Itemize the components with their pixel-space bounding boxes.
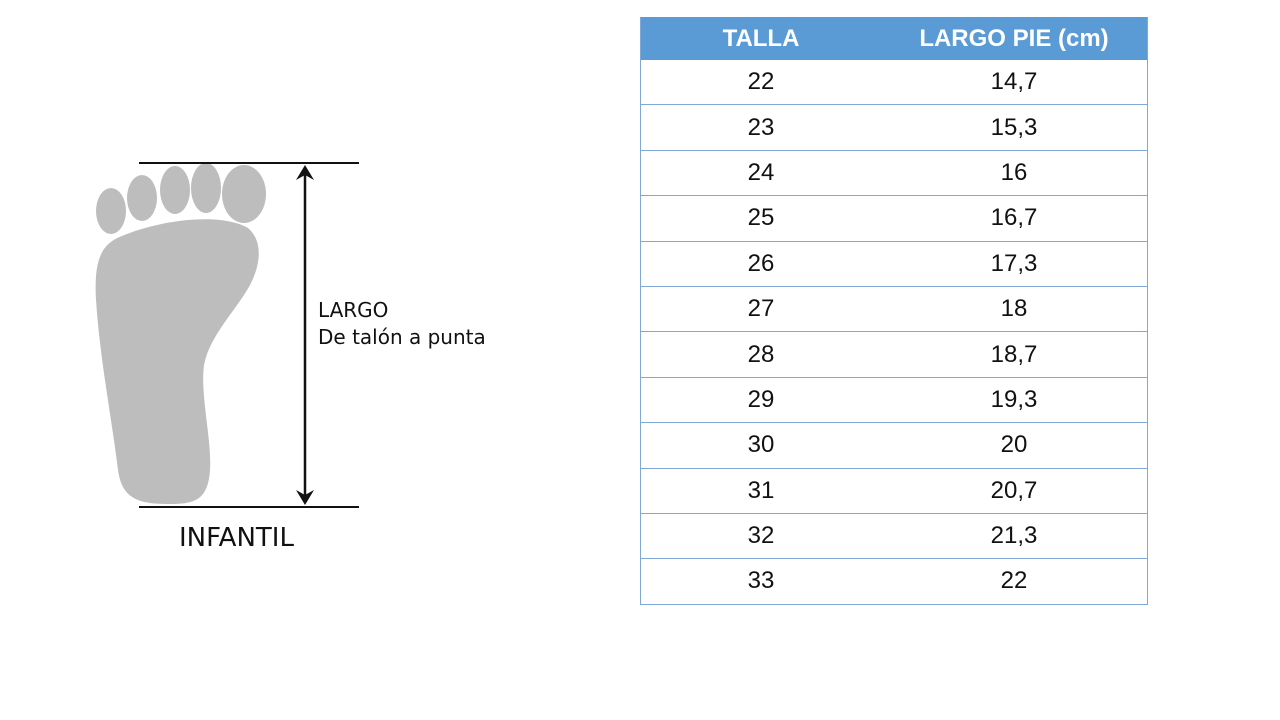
table-row: 28 18,7 xyxy=(641,332,1147,378)
table-row: 24 16 xyxy=(641,151,1147,197)
cell-largo-pie: 16 xyxy=(1000,158,1028,186)
cell-largo-pie: 20,7 xyxy=(990,476,1038,504)
cell-largo-pie: 14,7 xyxy=(990,68,1038,96)
cell-talla: 22 xyxy=(747,68,775,96)
cell-talla: 25 xyxy=(747,204,775,232)
table-row: 31 20,7 xyxy=(641,469,1147,514)
measure-arrow-icon xyxy=(296,165,314,505)
cell-largo-pie: 22 xyxy=(1000,567,1028,595)
cell-largo-pie: 17,3 xyxy=(990,249,1038,277)
cell-talla: 30 xyxy=(747,431,775,459)
cell-talla: 27 xyxy=(747,295,775,323)
cell-largo-pie: 19,3 xyxy=(990,385,1038,413)
header-largo-pie: LARGO PIE (cm) xyxy=(919,24,1109,52)
cell-largo-pie: 18 xyxy=(1000,295,1028,323)
category-label: INFANTIL xyxy=(179,523,294,553)
cell-talla: 26 xyxy=(747,249,775,277)
table-row: 33 22 xyxy=(641,559,1147,605)
table-row: 26 17,3 xyxy=(641,242,1147,287)
cell-talla: 29 xyxy=(747,385,775,413)
cell-talla: 33 xyxy=(747,567,775,595)
measure-sublabel: De talón a punta xyxy=(318,325,486,349)
cell-talla: 23 xyxy=(747,113,775,141)
cell-talla: 32 xyxy=(747,522,775,550)
table-row: 29 19,3 xyxy=(641,378,1147,424)
table-row: 22 14,7 xyxy=(641,60,1147,106)
table-row: 25 16,7 xyxy=(641,196,1147,242)
cell-largo-pie: 21,3 xyxy=(990,522,1038,550)
cell-talla: 28 xyxy=(747,340,775,368)
foot-diagram xyxy=(95,162,359,508)
cell-largo-pie: 16,7 xyxy=(990,204,1038,232)
measure-label: LARGO xyxy=(318,298,389,322)
cell-largo-pie: 18,7 xyxy=(990,340,1038,368)
cell-largo-pie: 20 xyxy=(1000,431,1028,459)
table-row: 27 18 xyxy=(641,287,1147,333)
header-talla: TALLA xyxy=(722,24,800,52)
foot-icon xyxy=(95,163,266,505)
table-header: TALLA LARGO PIE (cm) xyxy=(641,17,1147,60)
cell-largo-pie: 15,3 xyxy=(990,113,1038,141)
cell-talla: 31 xyxy=(747,476,775,504)
cell-talla: 24 xyxy=(747,158,775,186)
size-table: TALLA LARGO PIE (cm) 22 14,7 23 15,3 24 16 25 1… xyxy=(640,17,1148,605)
table-row: 30 20 xyxy=(641,423,1147,469)
table-row: 32 21,3 xyxy=(641,514,1147,560)
table-row: 23 15,3 xyxy=(641,105,1147,151)
